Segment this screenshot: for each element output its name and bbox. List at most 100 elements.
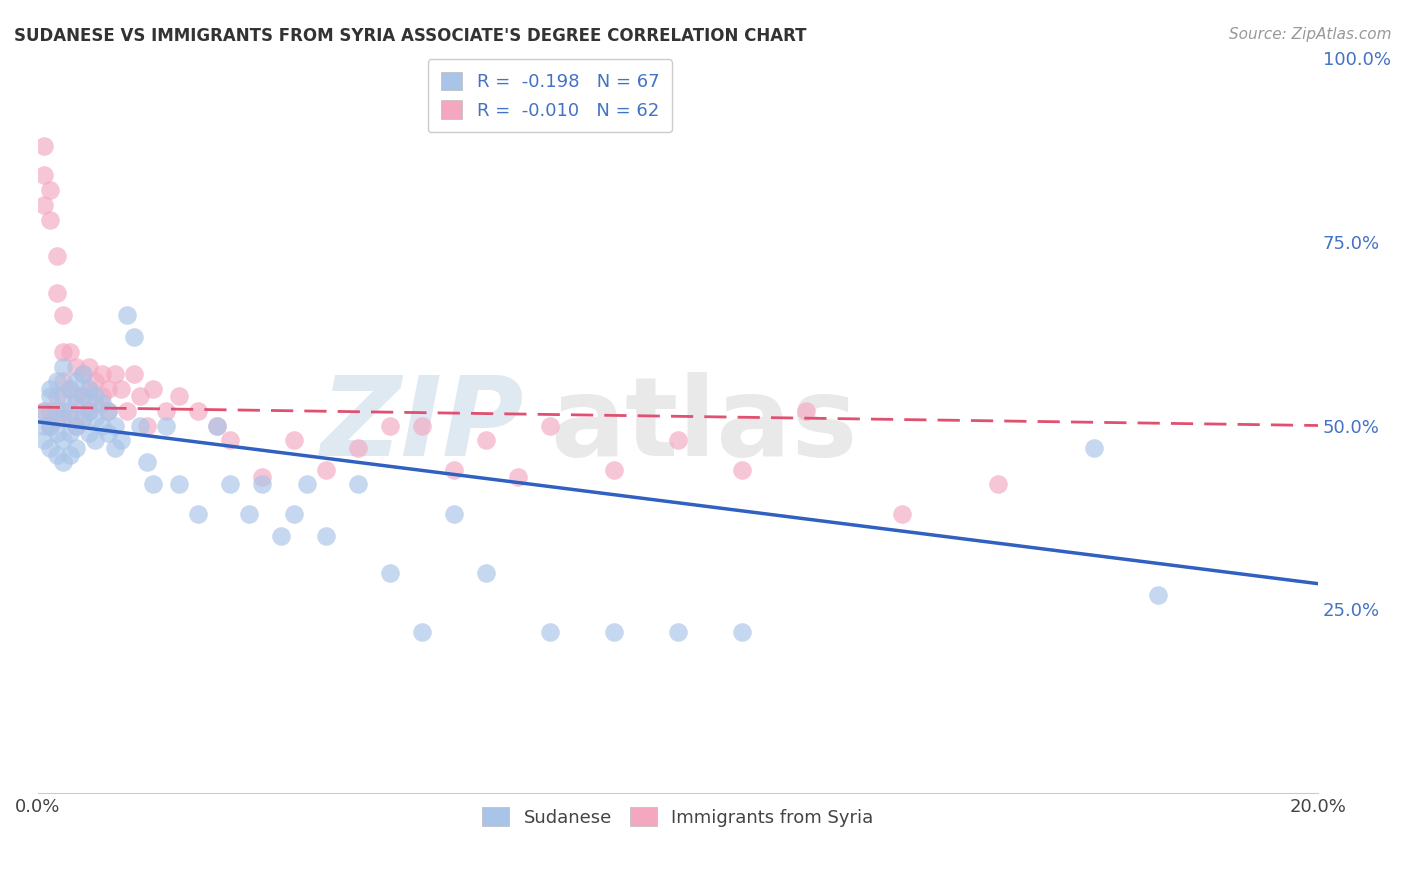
Point [39, 441, 62, 455]
Point [283, 507, 305, 521]
Point [110, 382, 132, 396]
Point [52, 404, 75, 418]
Point [1147, 588, 1170, 602]
Point [45, 286, 67, 301]
Text: atlas: atlas [550, 372, 858, 479]
Point [117, 404, 139, 418]
Point [135, 455, 157, 469]
Point [90, 389, 112, 403]
Point [72, 367, 94, 381]
Point [52, 375, 75, 389]
Point [32, 404, 55, 418]
Point [90, 367, 112, 381]
Point [205, 418, 228, 433]
Point [32, 169, 55, 183]
Point [39, 418, 62, 433]
Point [77, 425, 100, 440]
Point [218, 434, 240, 448]
Point [155, 404, 177, 418]
Point [346, 477, 368, 491]
Point [142, 382, 165, 396]
Point [39, 418, 62, 433]
Point [187, 404, 209, 418]
Point [187, 507, 209, 521]
Point [84, 389, 107, 403]
Point [411, 624, 433, 639]
Point [59, 411, 82, 425]
Point [52, 455, 75, 469]
Point [103, 418, 125, 433]
Point [295, 477, 318, 491]
Point [142, 477, 165, 491]
Point [59, 448, 82, 462]
Point [32, 434, 55, 448]
Point [65, 441, 87, 455]
Point [65, 389, 87, 403]
Point [1083, 441, 1105, 455]
Point [52, 389, 75, 403]
Point [129, 389, 152, 403]
Point [110, 434, 132, 448]
Point [77, 359, 100, 374]
Point [270, 529, 292, 543]
Point [77, 382, 100, 396]
Point [84, 396, 107, 410]
Point [411, 418, 433, 433]
Point [167, 477, 190, 491]
Point [731, 624, 754, 639]
Point [475, 566, 498, 580]
Point [135, 418, 157, 433]
Point [666, 434, 689, 448]
Point [603, 463, 626, 477]
Point [103, 367, 125, 381]
Point [90, 396, 112, 410]
Point [32, 139, 55, 153]
Point [475, 434, 498, 448]
Point [32, 418, 55, 433]
Point [218, 477, 240, 491]
Point [77, 382, 100, 396]
Point [97, 382, 120, 396]
Point [731, 463, 754, 477]
Point [72, 389, 94, 403]
Point [443, 507, 465, 521]
Point [39, 212, 62, 227]
Point [32, 404, 55, 418]
Legend: Sudanese, Immigrants from Syria: Sudanese, Immigrants from Syria [472, 798, 883, 836]
Point [97, 404, 120, 418]
Point [39, 404, 62, 418]
Point [45, 425, 67, 440]
Point [52, 434, 75, 448]
Point [32, 198, 55, 212]
Point [84, 375, 107, 389]
Point [794, 404, 817, 418]
Text: ZIP: ZIP [321, 372, 524, 479]
Point [72, 411, 94, 425]
Point [39, 183, 62, 197]
Point [45, 404, 67, 418]
Point [72, 389, 94, 403]
Point [987, 477, 1010, 491]
Point [97, 425, 120, 440]
Point [129, 418, 152, 433]
Point [117, 308, 139, 322]
Point [346, 441, 368, 455]
Point [155, 418, 177, 433]
Point [45, 448, 67, 462]
Point [378, 418, 401, 433]
Point [65, 396, 87, 410]
Point [90, 418, 112, 433]
Point [59, 425, 82, 440]
Point [378, 566, 401, 580]
Point [77, 404, 100, 418]
Point [59, 382, 82, 396]
Point [283, 434, 305, 448]
Point [315, 529, 337, 543]
Point [59, 382, 82, 396]
Point [891, 507, 914, 521]
Point [45, 411, 67, 425]
Point [443, 463, 465, 477]
Point [315, 463, 337, 477]
Point [122, 367, 145, 381]
Point [603, 624, 626, 639]
